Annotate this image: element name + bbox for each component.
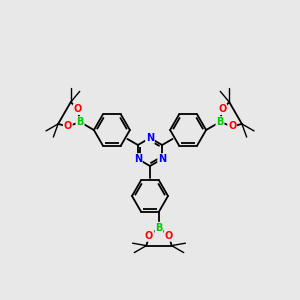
Text: O: O <box>218 104 226 114</box>
Text: N: N <box>158 154 166 164</box>
Text: O: O <box>228 122 236 131</box>
Text: O: O <box>74 104 82 114</box>
Text: B: B <box>216 117 224 127</box>
Text: B: B <box>76 117 84 127</box>
Text: O: O <box>145 231 153 241</box>
Text: N: N <box>146 133 154 143</box>
Text: N: N <box>134 154 142 164</box>
Text: O: O <box>64 122 72 131</box>
Text: B: B <box>155 223 163 232</box>
Text: O: O <box>165 231 173 241</box>
